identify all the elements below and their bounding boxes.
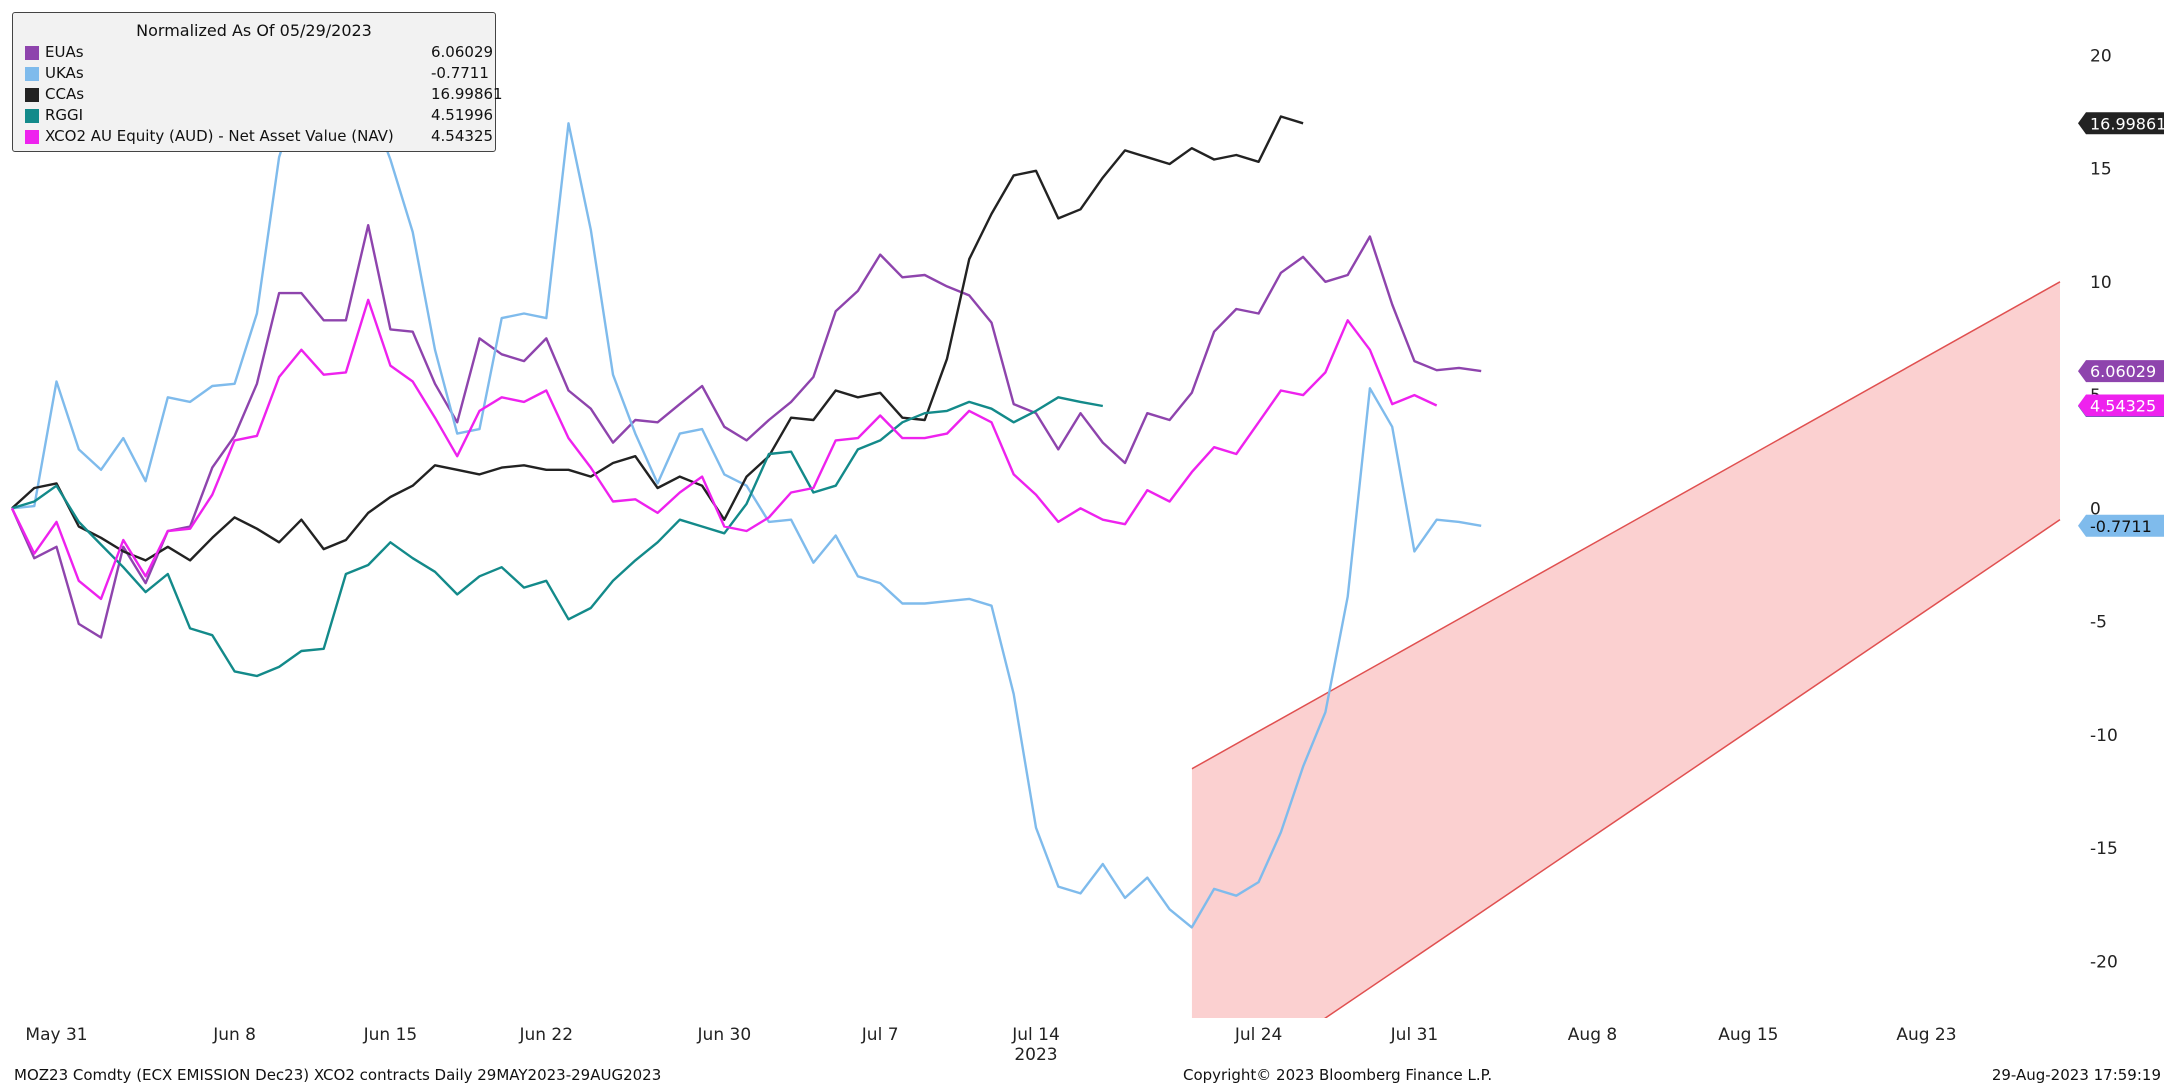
last-value-label-0: 6.06029 <box>2090 362 2156 381</box>
last-value-label-2: 16.99861 <box>2090 114 2166 133</box>
legend-swatch-xco2 <box>25 130 39 144</box>
x-tick-label: Aug 8 <box>1568 1025 1617 1045</box>
y-tick-label: -15 <box>2090 839 2118 859</box>
trend-channel-upper-edge <box>1191 281 2061 770</box>
trend-channel <box>1191 281 2060 1018</box>
x-tick-label: Jun 8 <box>212 1025 256 1045</box>
x-tick-label: Aug 15 <box>1718 1025 1778 1045</box>
x-tick-label: Jul 24 <box>1234 1025 1283 1045</box>
legend-swatch-ukas <box>25 67 39 81</box>
legend-value-ukas: -0.7711 <box>431 64 489 82</box>
y-tick-label: 15 <box>2090 160 2112 180</box>
last-value-tag-1 <box>2078 514 2164 537</box>
x-tick-label: Jun 30 <box>697 1025 752 1045</box>
legend-name-xco2: XCO2 AU Equity (AUD) - Net Asset Value (… <box>45 127 394 145</box>
legend-value-ccas: 16.99861 <box>431 85 503 103</box>
last-value-tag-4 <box>2078 394 2164 417</box>
y-tick-label: 20 <box>2090 46 2112 66</box>
trend-channel-lower-edge <box>1324 519 2061 1018</box>
legend-item-xco2: XCO2 AU Equity (AUD) - Net Asset Value (… <box>23 127 493 147</box>
y-tick-label: 10 <box>2090 273 2112 293</box>
footer-copyright: Copyright© 2023 Bloomberg Finance L.P. <box>1183 1066 1493 1084</box>
last-value-tag-0 <box>2078 360 2164 383</box>
footer-security-info: MOZ23 Comdty (ECX EMISSION Dec23) XCO2 c… <box>14 1066 662 1084</box>
x-tick-label: May 31 <box>25 1025 87 1045</box>
legend-item-euas: EUAs 6.06029 <box>23 43 493 63</box>
series-line-2 <box>11 115 1304 562</box>
series-line-1 <box>11 85 1482 929</box>
x-tick-label: Jul 7 <box>861 1025 899 1045</box>
y-tick-label: -20 <box>2090 952 2118 972</box>
x-tick-label: Jul 31 <box>1390 1025 1439 1045</box>
legend-swatch-ccas <box>25 88 39 102</box>
y-tick-label: -10 <box>2090 726 2118 746</box>
y-tick-label: -5 <box>2090 613 2107 633</box>
series-line-0 <box>10 224 1482 639</box>
legend-item-ukas: UKAs -0.7711 <box>23 64 489 84</box>
legend-swatch-rggi <box>25 109 39 123</box>
y-tick-label: 0 <box>2090 499 2101 519</box>
x-tick-label: Aug 23 <box>1896 1025 1956 1045</box>
x-tick-label: Jun 15 <box>363 1025 418 1045</box>
legend-name-rggi: RGGI <box>45 106 84 124</box>
legend-swatch-euas <box>25 46 39 60</box>
footer-timestamp: 29-Aug-2023 17:59:19 <box>1991 1066 2161 1084</box>
legend: Normalized As Of 05/29/2023 EUAs 6.06029… <box>12 12 503 152</box>
last-value-label-1: -0.7711 <box>2090 517 2152 536</box>
series-line-4 <box>10 298 1438 601</box>
legend-value-euas: 6.06029 <box>431 43 494 61</box>
legend-item-rggi: RGGI 4.51996 <box>23 106 493 126</box>
last-value-label-4: 4.54325 <box>2090 396 2156 415</box>
legend-name-euas: EUAs <box>45 43 84 61</box>
last-value-tag-2 <box>2078 112 2164 135</box>
legend-title: Normalized As Of 05/29/2023 <box>136 21 372 40</box>
legend-value-xco2: 4.54325 <box>431 127 494 145</box>
series-line-3 <box>11 396 1104 678</box>
legend-item-ccas: CCAs 16.99861 <box>23 85 503 105</box>
x-year-label: 2023 <box>1014 1045 1057 1065</box>
legend-name-ccas: CCAs <box>45 85 85 103</box>
legend-value-rggi: 4.51996 <box>431 106 494 124</box>
legend-name-ukas: UKAs <box>45 64 84 82</box>
x-tick-label: Jul 14 <box>1011 1025 1060 1045</box>
x-tick-label: Jun 22 <box>518 1025 573 1045</box>
